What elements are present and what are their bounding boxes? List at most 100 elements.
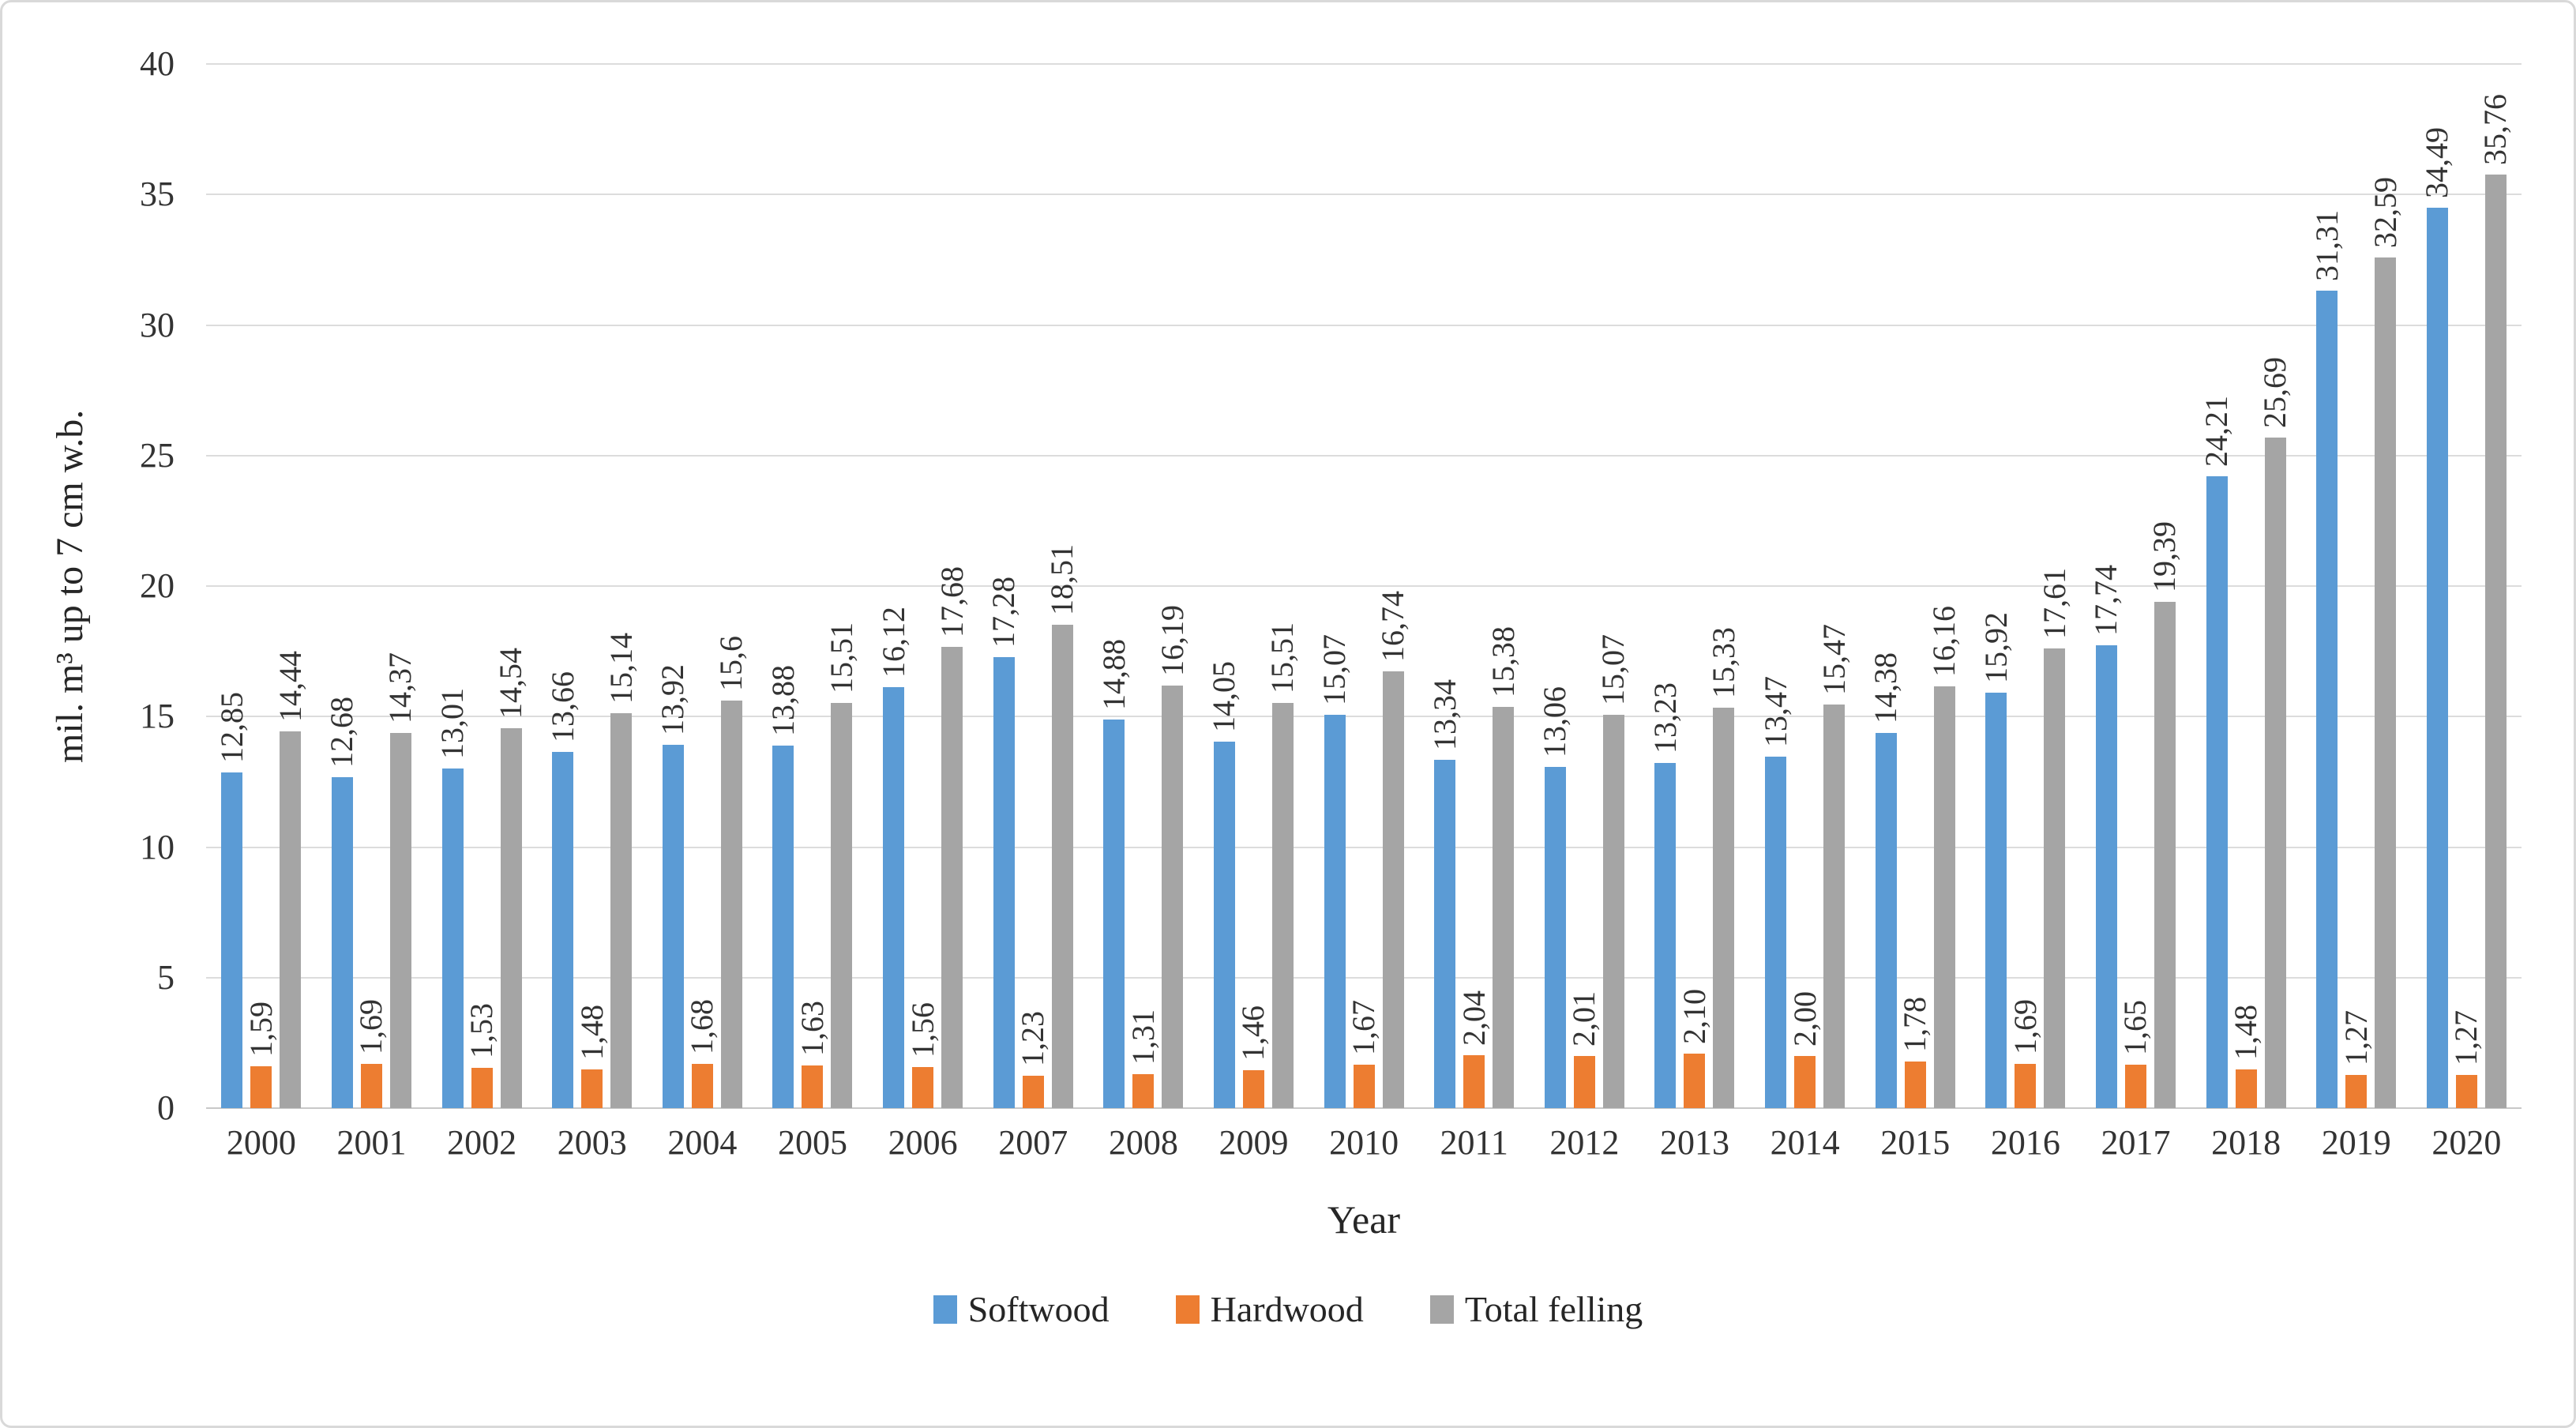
x-tick-label: 2003 [557,1123,627,1162]
hardwood-bar [2124,1065,2146,1108]
x-tick-label: 2019 [2321,1123,2391,1162]
bar-cell: 13,47 [1758,64,1793,1108]
bar-cell: 16,16 [1926,64,1962,1108]
bar-value-label: 16,16 [1926,605,1962,677]
legend-swatch [933,1295,957,1324]
bar-value-label: 19,39 [2146,521,2183,593]
bars-container: 12,85 1,59 14,44 12,68 1,69 14,37 13,01 1,53 14,… [206,64,2522,1108]
bar-cell: 19,39 [2146,64,2182,1108]
hardwood-bar [1022,1076,1044,1108]
bar-cell: 13,01 [434,64,470,1108]
hardwood-bar [471,1068,493,1108]
hardwood-bar [1573,1055,1595,1108]
hardwood-bar [2235,1069,2257,1108]
y-axis: 0 5 10 15 20 25 30 35 40 [2,44,175,1127]
bar-value-label: 1,31 [1125,1009,1161,1065]
softwood-bar [1765,756,1787,1108]
bar-group: 13,47 2,00 15,47 [1750,64,1861,1108]
bar-group: 24,21 1,48 25,69 [2191,64,2301,1108]
total-felling-bar [831,703,853,1108]
bar-value-label: 2,10 [1676,988,1712,1044]
bar-cell: 13,06 [1537,64,1572,1108]
bar-cell: 15,38 [1485,64,1521,1108]
bar-value-label: 15,6 [713,636,749,692]
bar-value-label: 12,68 [324,696,360,768]
bar-group: 13,23 2,10 15,33 [1639,64,1750,1108]
bar-cell: 14,54 [493,64,528,1108]
bar-value-label: 25,69 [2257,356,2293,428]
hardwood-bar [1794,1055,1816,1108]
x-tick-label: 2014 [1770,1123,1840,1162]
softwood-bar [883,687,905,1108]
bar-cell: 17,68 [934,64,970,1108]
bar-value-label: 13,92 [655,663,691,735]
bar-value-label: 24,21 [2199,395,2235,467]
total-felling-bar [500,728,522,1108]
bar-value-label: 1,69 [353,999,389,1055]
bar-value-label: 15,14 [603,632,639,704]
bar-cell: 1,27 [2448,64,2484,1108]
bar-value-label: 1,56 [904,1002,941,1058]
softwood-bar [2206,475,2228,1108]
x-tick-label: 2005 [777,1123,847,1162]
hardwood-bar [1353,1064,1375,1108]
bar-value-label: 15,51 [1264,622,1301,694]
bar-group: 34,49 1,27 35,76 [2412,64,2522,1108]
bar-cell: 1,63 [794,64,830,1108]
bar-value-label: 15,33 [1705,627,1741,699]
bar-value-label: 16,12 [875,607,911,678]
hardwood-bar [1463,1054,1485,1108]
bar-cell: 15,07 [1595,64,1631,1108]
bar-group: 13,06 2,01 15,07 [1530,64,1640,1108]
bar-cell: 1,69 [353,64,389,1108]
softwood-bar [1324,714,1346,1108]
bar-cell: 1,65 [2117,64,2153,1108]
bar-cell: 34,49 [2419,64,2454,1108]
bar-value-label: 15,07 [1316,633,1353,705]
bar-value-label: 17,68 [933,566,970,637]
bar-cell: 16,12 [876,64,911,1108]
hardwood-bar [250,1066,272,1108]
softwood-bar [772,746,794,1108]
bar-value-label: 31,31 [2308,210,2345,282]
bar-value-label: 1,65 [2117,1000,2154,1056]
bar-value-label: 14,88 [1095,639,1132,711]
bar-value-label: 15,92 [1977,611,2014,683]
x-tick-label: 2000 [226,1123,296,1162]
bar-value-label: 1,59 [242,1001,279,1058]
x-tick-label: 2002 [447,1123,517,1162]
bar-cell: 1,23 [1015,64,1050,1108]
bar-group: 13,88 1,63 15,51 [757,64,868,1108]
legend-swatch [1175,1295,1200,1324]
y-tick-label: 30 [140,305,175,344]
hardwood-bar [1904,1062,1926,1108]
bar-value-label: 1,68 [684,999,720,1055]
bar-group: 15,92 1,69 17,61 [1970,64,2081,1108]
bar-value-label: 17,74 [2088,564,2124,636]
bar-value-label: 13,23 [1647,682,1683,753]
y-tick-label: 25 [140,435,175,475]
bar-cell: 1,67 [1346,64,1381,1108]
y-tick-label: 10 [140,827,175,866]
total-felling-bar [1382,671,1404,1108]
bar-value-label: 1,63 [794,1001,830,1057]
softwood-bar [1213,741,1235,1108]
hardwood-bar [360,1064,382,1108]
total-felling-bar [2484,175,2507,1108]
bar-cell: 13,66 [545,64,580,1108]
bar-value-label: 13,34 [1426,679,1463,751]
bar-cell: 14,88 [1096,64,1132,1108]
bar-cell: 13,88 [765,64,801,1108]
bar-cell: 17,61 [2037,64,2072,1108]
bar-cell: 24,21 [2199,64,2234,1108]
gridline [206,1107,2522,1109]
bar-cell: 2,00 [1787,64,1823,1108]
softwood-bar [1434,760,1456,1108]
total-felling-bar [1713,708,1735,1108]
bar-cell: 25,69 [2257,64,2292,1108]
bar-group: 15,07 1,67 16,74 [1309,64,1419,1108]
bar-cell: 15,33 [1706,64,1741,1108]
bar-cell: 1,53 [464,64,499,1108]
x-tick-label: 2020 [2431,1123,2502,1162]
